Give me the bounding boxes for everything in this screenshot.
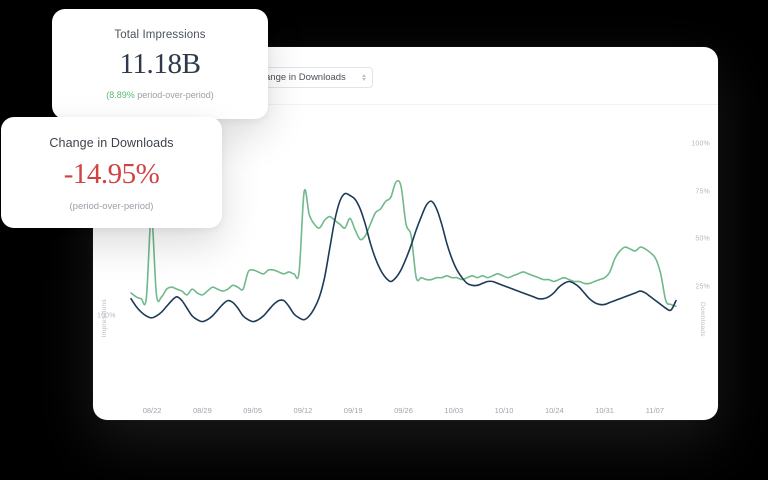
stat-card-value: -14.95% xyxy=(63,158,160,190)
stat-card-title: Total Impressions xyxy=(114,29,206,41)
x-axis-tick: 09/12 xyxy=(293,406,313,415)
y-axis-right-tick: 25% xyxy=(695,283,710,291)
x-axis-tick: 09/26 xyxy=(394,406,413,415)
series-line-impressions xyxy=(130,179,677,308)
x-axis-tick: 08/29 xyxy=(193,406,212,415)
x-axis-tick: 09/19 xyxy=(343,406,363,415)
y-axis-left-title: Impressions xyxy=(101,298,108,337)
x-axis-tick: 08/22 xyxy=(142,406,162,415)
metric-select-label: ange in Downloads xyxy=(265,72,346,83)
x-axis-tick: 09/05 xyxy=(243,406,263,415)
x-axis-tick: 11/07 xyxy=(645,406,665,415)
chart-svg xyxy=(130,179,677,323)
metric-select[interactable]: ange in Downloads xyxy=(258,67,373,88)
chart-area: 100% 100% 75% 50% 25% Impressions Downlo… xyxy=(93,105,718,415)
y-axis-right-tick: 100% xyxy=(691,140,710,148)
y-axis-left-tick: 100% xyxy=(97,312,116,320)
stat-card-delta: (8.89% xyxy=(106,90,135,100)
stat-card-change-in-downloads: Change in Downloads -14.95% (period-over… xyxy=(1,117,222,228)
stat-card-total-impressions: Total Impressions 11.18B (8.89% period-o… xyxy=(52,9,268,119)
stat-card-subtext: (period-over-period) xyxy=(69,201,154,212)
x-axis-tick: 10/10 xyxy=(494,406,514,415)
x-axis: 08/22 08/29 09/05 09/12 09/19 09/26 10/03 10/10… xyxy=(131,406,676,420)
x-axis-tick: 10/24 xyxy=(544,406,564,415)
series-line-change-in-downloads xyxy=(130,192,677,323)
plot-region[interactable]: 100% 100% 75% 50% 25% Impressions Downlo… xyxy=(97,121,710,337)
chevron-updown-icon xyxy=(362,74,366,81)
x-axis-tick: 10/03 xyxy=(444,406,464,415)
stat-card-delta-suffix: period-over-period) xyxy=(134,90,214,100)
chart-toolbar: ange in Downloads xyxy=(93,47,718,105)
y-axis-right-tick: 50% xyxy=(695,235,710,243)
stat-card-title: Change in Downloads xyxy=(49,136,174,150)
stat-card-subtext: (8.89% period-over-period) xyxy=(52,90,268,100)
stat-card-value: 11.18B xyxy=(119,48,201,80)
y-axis-right-tick: 75% xyxy=(695,188,710,196)
y-axis-right-title: Downloads xyxy=(699,302,706,337)
x-axis-tick: 10/31 xyxy=(595,406,614,415)
